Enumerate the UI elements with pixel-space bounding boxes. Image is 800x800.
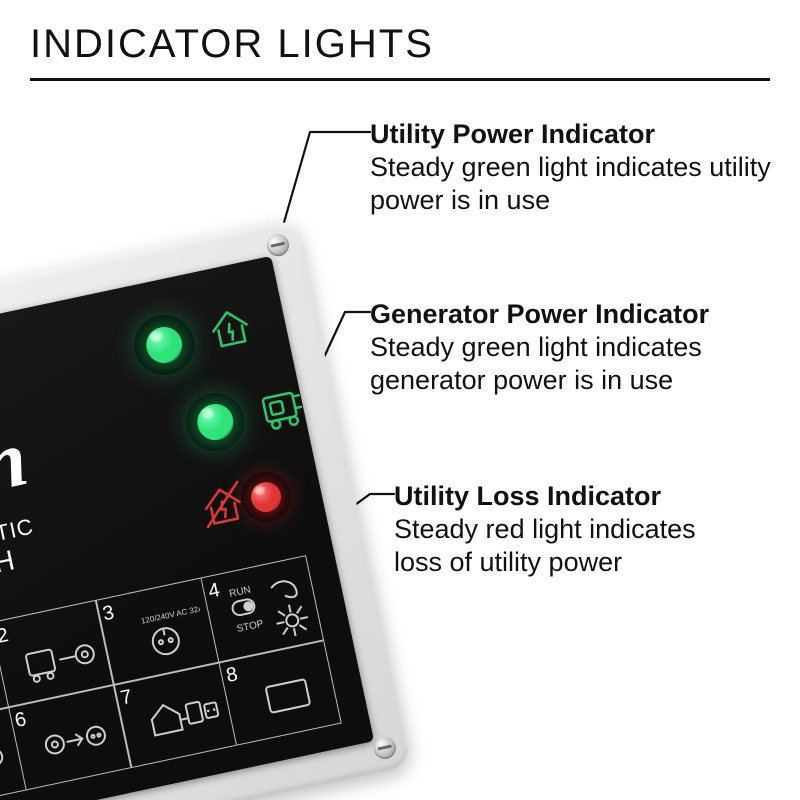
page-title: INDICATOR LIGHTS: [30, 22, 434, 67]
heading-rule: [30, 78, 770, 81]
callout-title: Utility Loss Indicator: [394, 480, 744, 513]
diag-num: 6: [13, 708, 29, 733]
led-generator: [181, 388, 250, 457]
callout-desc: Steady red light indicates loss of utili…: [394, 513, 744, 579]
callout-generator: Generator Power IndicatorSteady green li…: [370, 298, 800, 397]
diag-glyph: [244, 663, 333, 729]
screw: [372, 735, 398, 761]
callout-desc: Steady green light indicates generator p…: [370, 331, 800, 397]
diagram-strip: 1 2 3 4 5 6 7 8: [0, 555, 342, 800]
device: ghouse witch LE AUTOMATIC R SWITCH: [0, 218, 412, 800]
callout-utility: Utility Power IndicatorSteady green ligh…: [370, 118, 790, 217]
diag-num: 8: [224, 663, 240, 688]
svg-text:STOP: STOP: [236, 619, 265, 635]
house-icon: [200, 297, 259, 356]
diag-glyph: [0, 731, 15, 797]
device-panel: ghouse witch LE AUTOMATIC R SWITCH: [0, 256, 374, 800]
callout-title: Generator Power Indicator: [370, 298, 800, 331]
diag-glyph: 120/240V AC 32A: [120, 600, 210, 670]
house-loss-icon: [193, 475, 252, 534]
generator-icon: [252, 376, 311, 435]
sub-line-2: R SWITCH: [0, 544, 18, 606]
screw: [265, 232, 291, 258]
diag-glyph: RUN STOP: [223, 567, 316, 652]
diag-num: 2: [0, 624, 11, 649]
diag-num: 3: [101, 602, 117, 627]
callout-loss: Utility Loss IndicatorSteady red light i…: [394, 480, 744, 579]
svg-text:RUN: RUN: [228, 585, 251, 600]
diag-glyph: [32, 708, 121, 774]
led-utility: [129, 309, 200, 380]
device-case: ghouse witch LE AUTOMATIC R SWITCH: [0, 218, 412, 800]
callout-desc: Steady green light indicates utility pow…: [370, 151, 790, 217]
diag-glyph: [137, 682, 227, 752]
diag-num: 4: [206, 579, 222, 604]
diag-glyph: [15, 626, 104, 692]
diag-num: 7: [119, 686, 135, 711]
svg-text:120/240V AC 32A: 120/240V AC 32A: [140, 604, 205, 626]
callout-title: Utility Power Indicator: [370, 118, 790, 151]
